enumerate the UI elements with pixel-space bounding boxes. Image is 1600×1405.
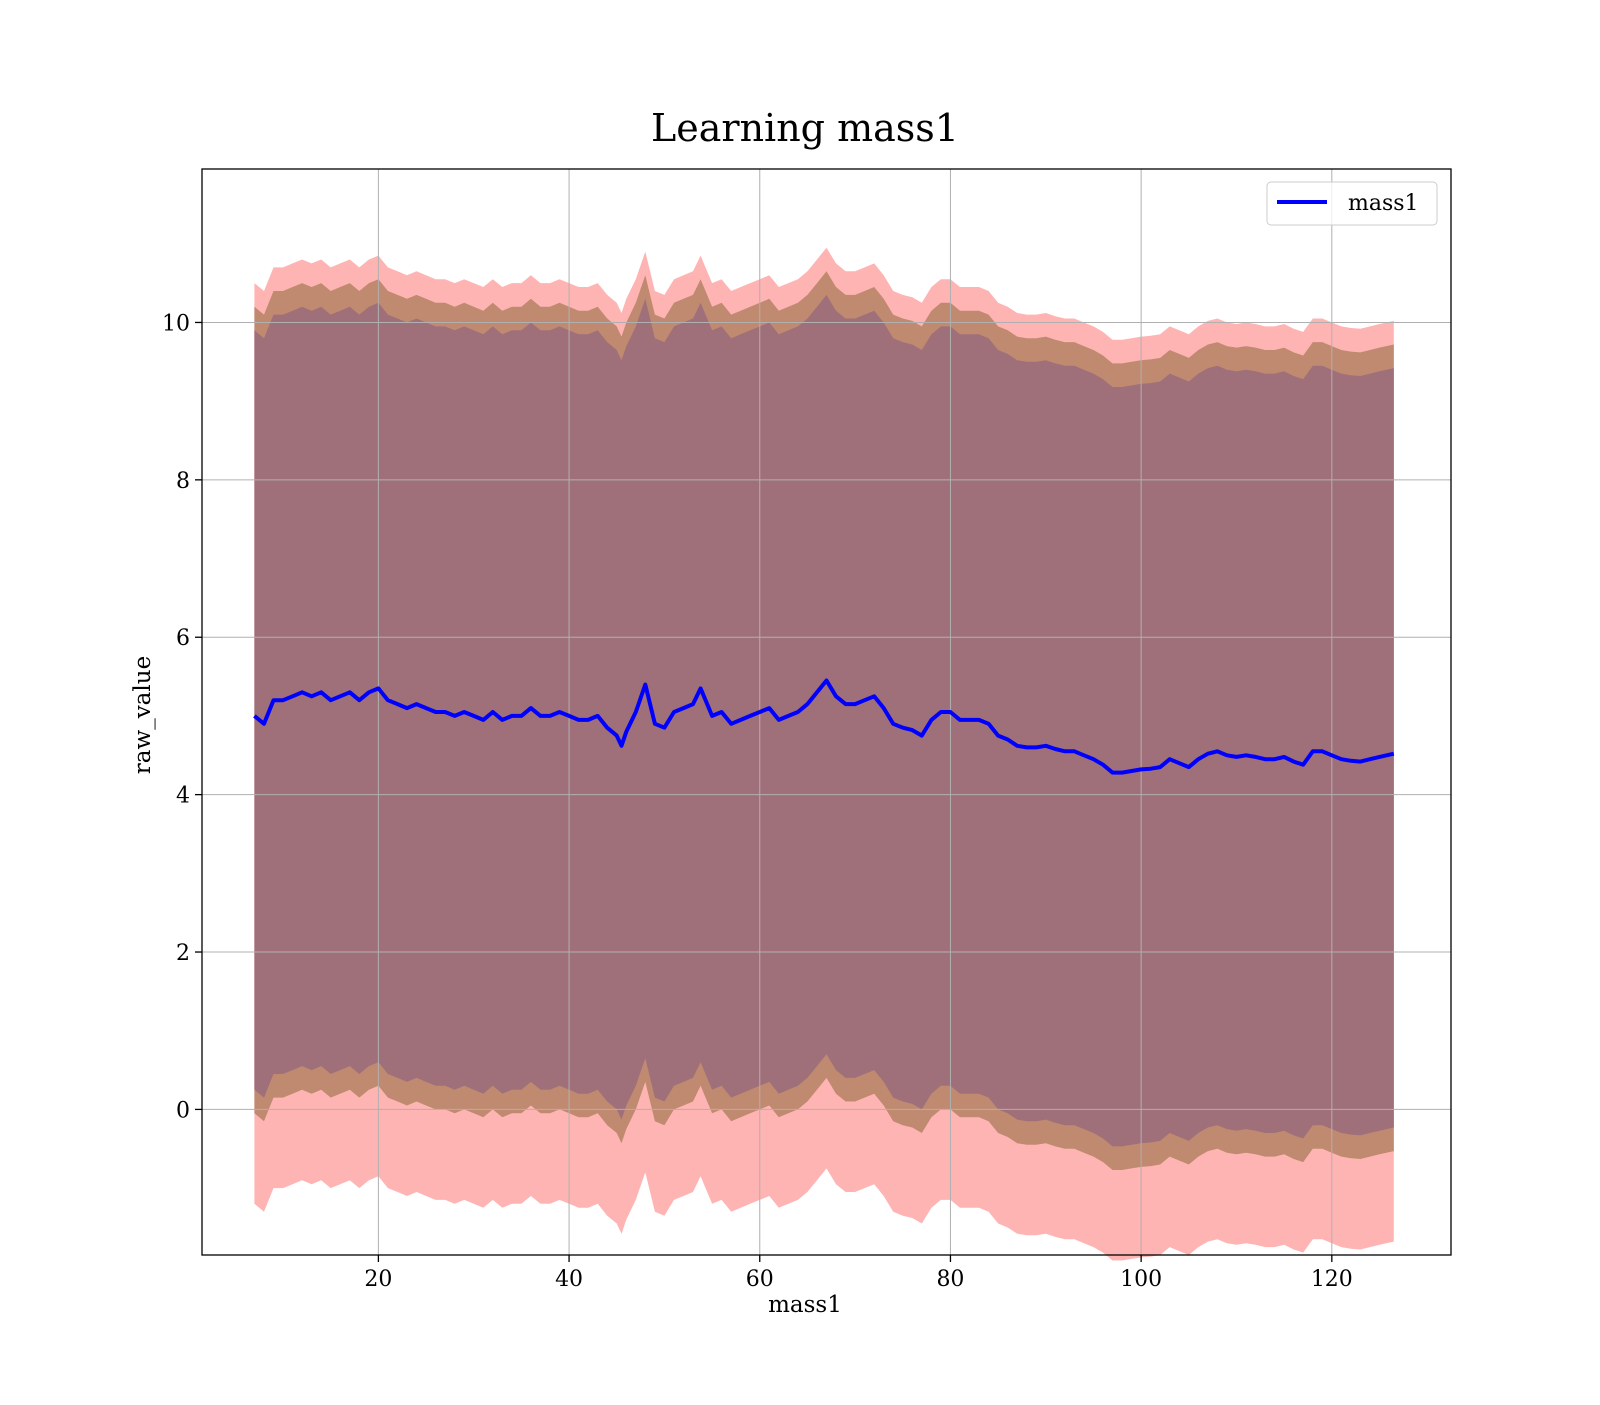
legend: mass1: [1266, 181, 1438, 226]
y-tick-label-2: 2: [176, 941, 190, 966]
x-tick-label-80: 80: [936, 1267, 964, 1292]
uncertainty-band-3: [254, 294, 1394, 1147]
y-axis-label: raw_value: [130, 656, 156, 774]
x-tick-label-60: 60: [746, 1267, 774, 1292]
x-axis-label: mass1: [768, 1292, 842, 1318]
y-tick-label-6: 6: [176, 626, 190, 651]
legend-box: [1266, 181, 1438, 226]
series-line-mass1: [253, 678, 1395, 775]
y-tick-label-10: 10: [162, 311, 190, 336]
x-tick-label-40: 40: [555, 1267, 583, 1292]
plot-frame: [201, 168, 1452, 1256]
y-tick-label-0: 0: [176, 1098, 190, 1123]
x-tick-label-100: 100: [1120, 1267, 1162, 1292]
x-tick-label-20: 20: [364, 1267, 392, 1292]
plot-area: 20 40 60 80 100 120 0 2 4 6 8 10: [162, 168, 1452, 1292]
y-tick-label-8: 8: [176, 469, 190, 494]
x-tick-label-120: 120: [1311, 1267, 1353, 1292]
legend-label-mass1: mass1: [1348, 191, 1419, 216]
chart-title: Learning mass1: [651, 106, 959, 150]
y-tick-label-4: 4: [176, 784, 190, 809]
